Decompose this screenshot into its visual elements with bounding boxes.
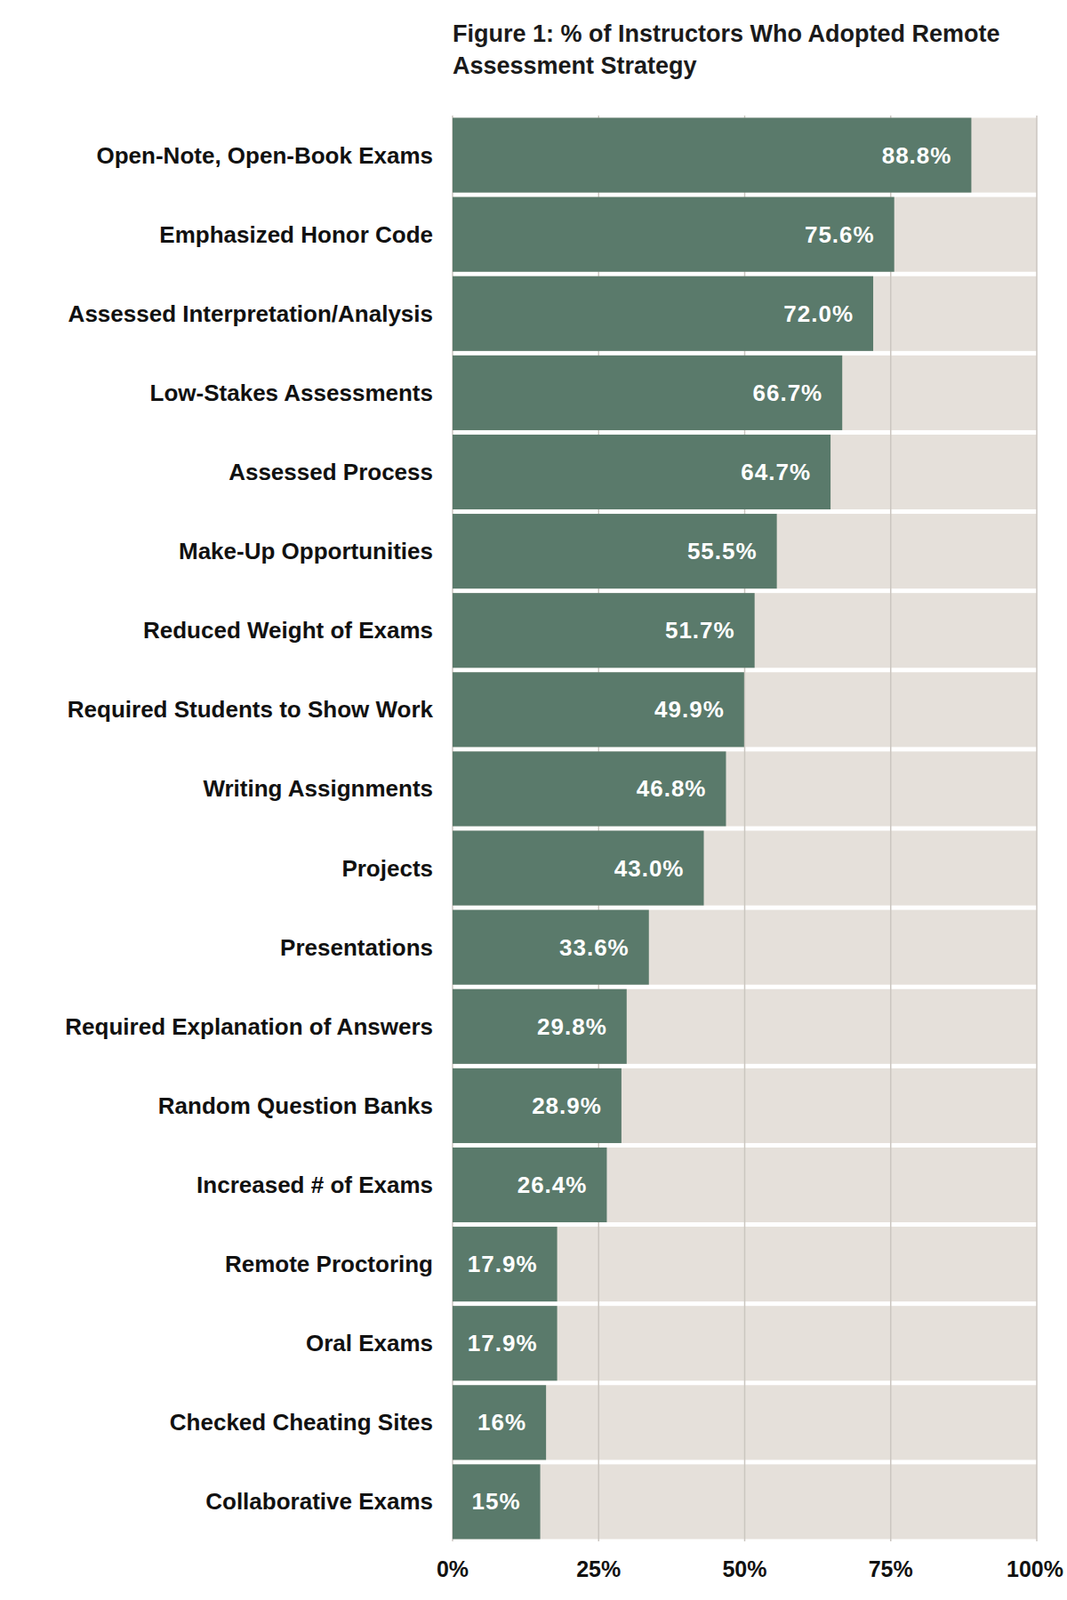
track	[452, 593, 1037, 668]
category-label: Make-Up Opportunities	[178, 537, 434, 565]
category-label: Reduced Weight of Exams	[143, 617, 434, 644]
category-label: Checked Cheating Sites	[169, 1409, 434, 1437]
bar	[452, 672, 745, 747]
category-label: Writing Assignments	[202, 775, 434, 803]
data-label: 51.7%	[665, 617, 736, 644]
data-label: 15%	[472, 1488, 522, 1516]
tick-label: 0%	[436, 1556, 469, 1582]
bar	[452, 355, 843, 431]
bar	[452, 593, 755, 668]
grid-line	[1035, 115, 1038, 1542]
bar	[452, 118, 971, 193]
data-label: 17.9%	[467, 1330, 538, 1357]
bar	[452, 910, 650, 986]
track	[452, 513, 1037, 589]
data-labels: 88.8% 75.6% 72.0% 66.7% 64.7% 55.5% 51.7% 49.9%…	[467, 142, 953, 1517]
bar	[452, 276, 874, 352]
category-label: Presentations	[280, 934, 434, 962]
data-label: 16%	[477, 1409, 527, 1437]
data-label: 17.9%	[467, 1251, 538, 1278]
title: Figure 1: % of Instructors Who Adopted R…	[452, 20, 1001, 80]
track	[452, 118, 1037, 193]
category-labels: Open-Note, Open-Book Exams Emphasized Hon…	[64, 142, 434, 1517]
bar	[452, 1464, 541, 1540]
bar	[452, 434, 831, 510]
category-label: Increased # of Exams	[196, 1171, 434, 1199]
chart-container: Figure 1: % of Instructors Who Adopted R…	[0, 0, 1067, 1600]
bar	[452, 989, 627, 1065]
category-label: Assessed Process	[228, 458, 434, 486]
x-axis: 0% 25% 50% 75% 100%	[436, 1556, 1064, 1582]
bar	[452, 1306, 558, 1381]
tick-label: 75%	[868, 1556, 914, 1582]
data-label: 28.9%	[531, 1092, 602, 1120]
data-label: 55.5%	[687, 537, 758, 565]
bar	[452, 1385, 546, 1461]
data-label: 75.6%	[804, 221, 875, 249]
data-label: 66.7%	[752, 379, 823, 407]
category-label: Oral Exams	[305, 1330, 434, 1357]
data-label: 46.8%	[636, 775, 707, 803]
data-label: 26.4%	[517, 1171, 588, 1199]
bar	[452, 1227, 558, 1302]
track	[452, 355, 1037, 431]
title-line: Figure 1: % of Instructors Who Adopted R…	[452, 20, 1001, 48]
bar	[452, 831, 705, 907]
data-label: 72.0%	[783, 300, 854, 328]
category-label: Collaborative Exams	[205, 1488, 434, 1516]
bar	[452, 751, 726, 827]
data-label: 43.0%	[614, 855, 685, 883]
grid-line	[890, 115, 892, 1542]
category-label: Low-Stakes Assessments	[150, 379, 434, 407]
title-line: Assessment Strategy	[452, 52, 698, 80]
bar	[452, 513, 778, 589]
category-label: Random Question Banks	[158, 1092, 434, 1120]
chart-svg: Figure 1: % of Instructors Who Adopted R…	[0, 0, 1067, 1600]
data-label: 49.9%	[654, 696, 725, 723]
category-label: Projects	[341, 855, 434, 883]
category-label: Remote Proctoring	[224, 1251, 434, 1278]
grid	[452, 115, 1037, 1542]
category-label: Emphasized Honor Code	[159, 221, 434, 249]
data-label: 64.7%	[740, 458, 811, 486]
tick-label: 100%	[1006, 1556, 1064, 1582]
category-label: Required Students to Show Work	[67, 696, 434, 723]
category-label: Open-Note, Open-Book Exams	[96, 142, 434, 169]
bar	[452, 1147, 607, 1223]
tick-label: 50%	[722, 1556, 767, 1582]
bar	[452, 197, 895, 273]
data-label: 88.8%	[882, 142, 953, 169]
bar	[452, 1068, 622, 1144]
track	[452, 434, 1037, 510]
category-label: Assessed Interpretation/Analysis	[68, 300, 434, 328]
tick-label: 25%	[576, 1556, 621, 1582]
data-label: 29.8%	[537, 1013, 608, 1041]
data-label: 33.6%	[559, 934, 630, 962]
track	[452, 197, 1037, 273]
track	[452, 276, 1037, 352]
bars	[452, 118, 971, 1541]
category-label: Required Explanation of Answers	[64, 1013, 434, 1041]
